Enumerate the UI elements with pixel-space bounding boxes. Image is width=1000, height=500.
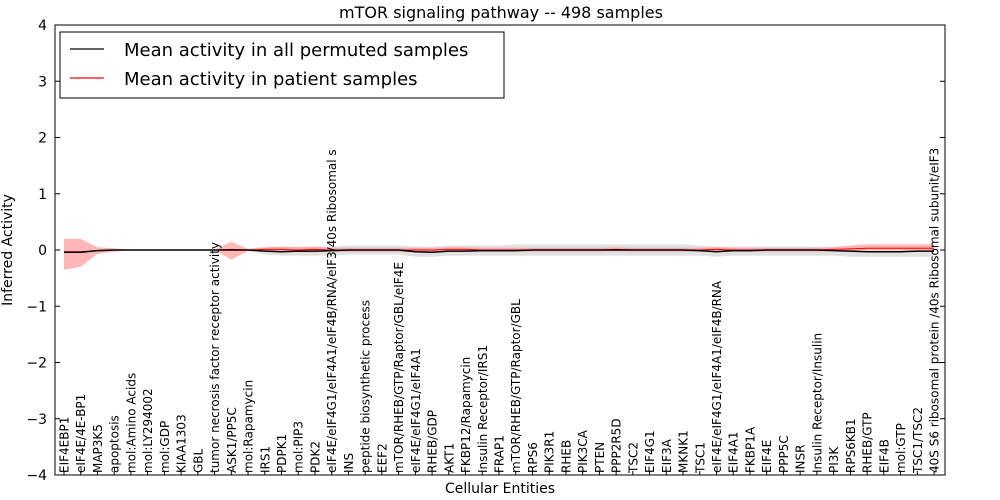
x-tick-label: PDPK1 bbox=[275, 434, 289, 473]
x-tick-label: EIF4EBP1 bbox=[58, 417, 72, 473]
legend-box bbox=[59, 31, 505, 99]
x-tick-label: apoptosis bbox=[108, 415, 122, 473]
x-tick-label: INSR bbox=[794, 445, 808, 473]
y-tick-label: −1 bbox=[26, 299, 47, 315]
x-tick-label: KIAA1303 bbox=[175, 414, 189, 473]
x-tick-label: RHEB bbox=[559, 440, 573, 473]
x-tick-label: peptide biosynthetic process bbox=[359, 300, 373, 473]
chart-title: mTOR signaling pathway -- 498 samples bbox=[339, 3, 663, 22]
y-tick-label: −3 bbox=[26, 412, 47, 428]
y-tick-label: −4 bbox=[26, 468, 47, 484]
patient-band bbox=[64, 238, 934, 270]
x-tick-label: PI3K bbox=[827, 446, 841, 473]
x-tick-label: eIF4E/eIF4G1/eIF4A1/eIF4B/RNA/eIF3/40s R… bbox=[325, 149, 339, 473]
x-tick-label: mol:LY294002 bbox=[141, 388, 155, 473]
x-tick-label: mTOR/RHEB/GTP/Raptor/GBL/eIF4E bbox=[392, 262, 406, 473]
x-tick-label: PPP2R5D bbox=[610, 418, 624, 473]
x-tick-label: FRAP1 bbox=[493, 435, 507, 473]
x-tick-label: eIF4E/4E-BP1 bbox=[74, 394, 88, 473]
x-tick-label: TSC1 bbox=[693, 442, 707, 474]
x-tick-label: RHEB/GTP bbox=[861, 412, 875, 473]
x-tick-label: IRS1 bbox=[258, 446, 272, 473]
x-tick-label: FKBP12/Rapamycin bbox=[459, 357, 473, 473]
x-tick-label: EEF2 bbox=[375, 443, 389, 473]
x-tick-label: mol:Amino Acids bbox=[124, 373, 138, 473]
x-tick-label: EIF4G1 bbox=[643, 430, 657, 473]
x-tick-label: FKBP1A bbox=[744, 426, 758, 473]
legend-label-permuted: Mean activity in all permuted samples bbox=[124, 40, 468, 61]
x-tick-label: PTEN bbox=[593, 442, 607, 473]
x-tick-label: RPS6 bbox=[526, 442, 540, 473]
x-tick-label: Insulin Receptor/Insulin bbox=[810, 333, 824, 473]
x-tick-label: EIF3A bbox=[660, 438, 674, 473]
x-tick-label: RHEB/GDP bbox=[426, 410, 440, 473]
x-tick-label: EIF4B bbox=[877, 439, 891, 473]
y-tick-label: 0 bbox=[38, 243, 47, 259]
x-tick-label: mol:PIP3 bbox=[292, 421, 306, 473]
y-tick-label: 1 bbox=[38, 187, 47, 203]
y-tick-label: −2 bbox=[26, 356, 47, 372]
x-tick-label: AKT1 bbox=[442, 443, 456, 473]
legend-label-patient: Mean activity in patient samples bbox=[124, 69, 418, 90]
x-tick-label: EIF4E bbox=[760, 440, 774, 473]
x-axis-label: Cellular Entities bbox=[445, 481, 555, 497]
x-tick-label: PPP5C bbox=[777, 435, 791, 473]
x-tick-label: PIK3R1 bbox=[543, 431, 557, 473]
x-tick-label: mol:GDP bbox=[158, 421, 172, 473]
x-tick-label: RPS6KB1 bbox=[844, 418, 858, 473]
y-axis-label: Inferred Activity bbox=[0, 194, 16, 306]
x-tick-label: ASK1/PP5C bbox=[225, 407, 239, 473]
x-tick-label: mol:GTP bbox=[894, 423, 908, 473]
x-tick-label: PDK2 bbox=[309, 441, 323, 473]
y-tick-label: 4 bbox=[38, 18, 47, 34]
x-tick-label: eIF4E/eIF4G1/eIF4A1 bbox=[409, 348, 423, 473]
x-tick-label: INS bbox=[342, 453, 356, 473]
x-tick-label: 40S S6 ribosomal protein /40s Ribosomal … bbox=[928, 148, 942, 473]
x-tick-label: GBL bbox=[191, 448, 205, 473]
x-tick-label: PIK3CA bbox=[576, 429, 590, 473]
x-tick-label: eIF4E/eIF4G1/eIF4A1/eIF4B/RNA bbox=[710, 280, 724, 473]
x-tick-label: tumor necrosis factor receptor activity bbox=[208, 242, 222, 473]
legend: Mean activity in all permuted samples Me… bbox=[59, 31, 505, 99]
x-tick-label: EIF4A1 bbox=[727, 431, 741, 473]
x-tick-label: Insulin Receptor/IRS1 bbox=[476, 345, 490, 473]
x-tick-label: MKNK1 bbox=[677, 430, 691, 473]
x-tick-label: TSC2 bbox=[626, 442, 640, 474]
x-tick-label: TSC1/TSC2 bbox=[911, 407, 925, 474]
x-tick-label: mol:Rapamycin bbox=[242, 380, 256, 473]
y-tick-label: 2 bbox=[38, 131, 47, 147]
y-tick-label: 3 bbox=[38, 74, 47, 90]
x-tick-label: mTOR/RHEB/GTP/Raptor/GBL bbox=[509, 299, 523, 473]
x-tick-label: MAP3K5 bbox=[91, 424, 105, 473]
permuted-mean-line bbox=[64, 249, 934, 254]
